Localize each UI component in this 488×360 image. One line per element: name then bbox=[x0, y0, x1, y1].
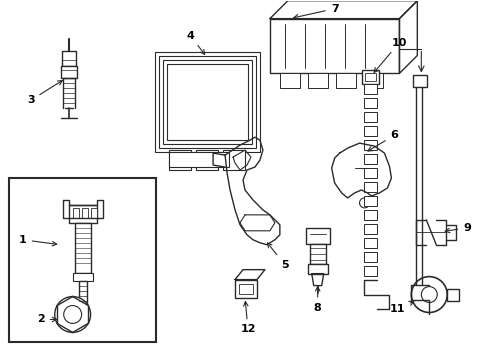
Text: 2: 2 bbox=[37, 314, 57, 324]
Text: 10: 10 bbox=[373, 37, 406, 72]
Bar bbox=[363, 98, 377, 108]
Bar bbox=[309, 244, 325, 264]
Text: 6: 6 bbox=[367, 130, 398, 151]
Bar bbox=[75, 223, 90, 273]
Bar bbox=[279, 73, 299, 88]
Bar bbox=[79, 280, 86, 306]
Bar bbox=[363, 224, 377, 234]
Bar bbox=[363, 140, 377, 150]
Bar bbox=[68, 205, 96, 223]
Bar bbox=[363, 196, 377, 206]
Text: 7: 7 bbox=[293, 4, 338, 19]
Bar bbox=[73, 273, 92, 280]
Bar bbox=[169, 150, 191, 170]
Circle shape bbox=[410, 276, 447, 312]
Bar bbox=[363, 266, 377, 276]
Bar bbox=[364, 73, 376, 81]
Bar bbox=[363, 84, 377, 94]
Bar bbox=[239, 284, 252, 293]
Bar bbox=[90, 208, 96, 218]
Bar bbox=[363, 126, 377, 136]
Bar bbox=[363, 210, 377, 220]
Bar bbox=[81, 208, 87, 218]
Bar bbox=[196, 150, 218, 170]
Bar bbox=[363, 252, 377, 262]
Bar bbox=[363, 112, 377, 122]
Bar bbox=[335, 73, 355, 88]
Bar bbox=[361, 71, 379, 84]
Bar bbox=[223, 150, 244, 170]
Text: 9: 9 bbox=[444, 223, 470, 233]
Circle shape bbox=[63, 306, 81, 323]
Text: 8: 8 bbox=[313, 287, 321, 312]
Bar bbox=[363, 182, 377, 192]
Bar bbox=[163, 60, 251, 144]
Bar bbox=[61, 67, 77, 78]
Bar bbox=[305, 228, 329, 244]
Text: 1: 1 bbox=[19, 235, 57, 246]
Bar bbox=[167, 64, 247, 140]
Bar bbox=[159, 57, 255, 148]
Circle shape bbox=[421, 287, 436, 302]
Text: 11: 11 bbox=[389, 301, 413, 315]
Bar bbox=[235, 280, 256, 298]
Bar bbox=[363, 238, 377, 248]
Circle shape bbox=[359, 198, 369, 208]
Bar bbox=[307, 73, 327, 88]
Bar bbox=[412, 75, 427, 87]
Text: 3: 3 bbox=[27, 81, 62, 105]
Text: 4: 4 bbox=[186, 31, 204, 54]
Bar bbox=[269, 19, 399, 73]
Bar bbox=[363, 168, 377, 178]
Text: 5: 5 bbox=[267, 243, 288, 270]
Bar bbox=[73, 208, 79, 218]
Text: 12: 12 bbox=[240, 302, 255, 334]
Bar bbox=[61, 50, 76, 67]
Bar bbox=[9, 178, 156, 342]
Bar bbox=[155, 53, 260, 152]
Bar bbox=[169, 152, 228, 167]
Bar bbox=[363, 154, 377, 164]
Circle shape bbox=[55, 297, 90, 332]
Bar bbox=[307, 264, 327, 274]
Bar bbox=[447, 289, 458, 301]
Bar bbox=[363, 73, 383, 88]
